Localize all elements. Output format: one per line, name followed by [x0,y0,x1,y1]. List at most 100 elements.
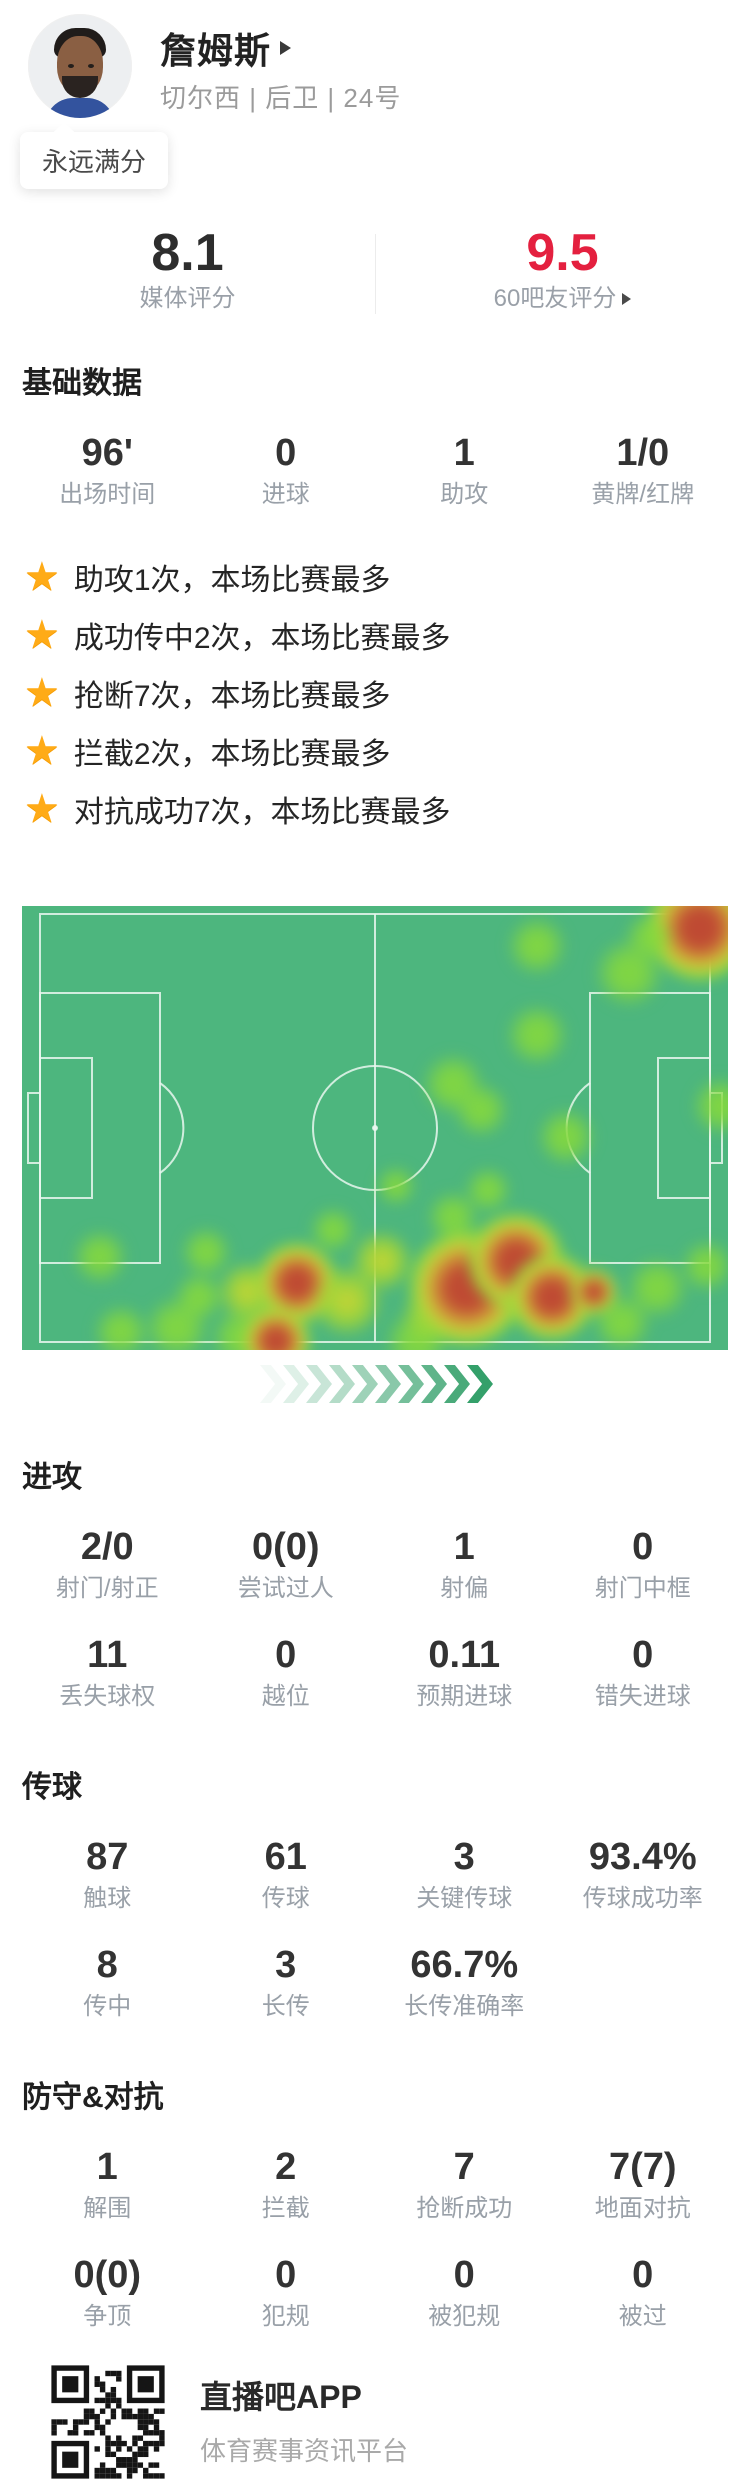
stat-cell: 0 越位 [197,1632,376,1714]
stat-cell: 0 被过 [554,2252,733,2334]
stat-value: 7 [453,2146,475,2188]
stat-value: 0(0) [73,2254,142,2296]
stat-label: 黄牌/红牌 [591,481,695,508]
stat-cell: 8 传中 [18,1942,197,2024]
stat-label: 关键传球 [416,1885,513,1912]
avatar-eye [68,64,74,68]
section-basic-title: 基础数据 [22,367,142,400]
heat-blob [691,1076,728,1135]
stat-value: 1/0 [616,432,670,474]
fans-rating-label: 60吧友评分 [375,282,750,316]
media-rating-value: 8.1 [151,224,224,282]
stat-label: 被犯规 [428,2303,501,2330]
stat-label: 传球成功率 [582,1885,703,1912]
highlight-item: ★ 拦截2次，本场比赛最多 [24,722,750,780]
section-defense: 防守&对抗 1 解围 2 拦截 7 抢断成功 7(7) 地面对抗 0(0) 争顶 0 犯规 0 被犯规 0… [0,2078,750,2334]
stat-cell: 7(7) 地面对抗 [554,2144,733,2226]
player-avatar [28,14,132,118]
stat-label: 射门/射正 [55,1575,159,1602]
heat-blob [626,1256,689,1319]
stat-value: 0 [632,1526,654,1568]
stat-label: 触球 [83,1885,132,1912]
stat-value: 0(0) [251,1526,320,1568]
stat-cell: 66.7% 长传准确率 [375,1942,554,2024]
stat-label: 射偏 [440,1575,489,1602]
highlight-text: 助攻1次，本场比赛最多 [73,564,391,597]
chevron-right-icon [260,1365,286,1403]
defense-stats-row1: 1 解围 2 拦截 7 抢断成功 7(7) 地面对抗 [0,2144,750,2226]
ratings-panel: 8.1 媒体评分 9.5 60吧友评分 [0,214,750,334]
heat-blob [309,1207,356,1254]
stat-value: 96' [81,432,133,474]
stat-cell: 1/0 黄牌/红牌 [554,430,733,512]
stat-label: 助攻 [440,481,489,508]
fans-rating[interactable]: 9.5 60吧友评分 [375,214,750,334]
stat-value: 0 [275,2254,297,2296]
section-basic: 基础数据 96' 出场时间 0 进球 1 助攻 1/0 黄牌/红牌 [0,364,750,512]
section-defense-title: 防守&对抗 [22,2081,164,2114]
stat-label: 错失进球 [594,1683,691,1710]
stat-cell: 1 解围 [18,2144,197,2226]
stat-value: 8 [96,1944,118,1986]
stat-cell: 11 丢失球权 [18,1632,197,1714]
fans-rating-value: 9.5 [526,224,599,282]
player-name: 詹姆斯 [160,30,272,71]
stat-value: 66.7% [410,1944,519,1986]
stat-cell: 0 射门中框 [554,1524,733,1606]
stat-value: 1 [453,432,475,474]
stat-label: 被过 [618,2303,667,2330]
stat-value: 1 [453,1526,475,1568]
chevron-right-icon [329,1365,355,1403]
stat-value: 3 [453,1836,475,1878]
stat-label: 传中 [83,1993,132,2020]
stat-value: 1 [96,2146,118,2188]
stat-label: 犯规 [261,2303,310,2330]
highlight-text: 拦截2次，本场比赛最多 [73,738,391,771]
avatar-beard [62,76,98,98]
avatar-eye [88,64,94,68]
highlight-text: 对抗成功7次，本场比赛最多 [73,796,451,829]
highlight-item: ★ 抢断7次，本场比赛最多 [24,664,750,722]
stat-label: 越位 [261,1683,310,1710]
fans-rating-label-text: 60吧友评分 [493,285,617,312]
stat-label: 传球 [261,1885,310,1912]
stat-cell: 2 拦截 [197,2144,376,2226]
heat-blob [180,1227,231,1278]
defense-stats-row2: 0(0) 争顶 0 犯规 0 被犯规 0 被过 [0,2252,750,2334]
stat-label: 地面对抗 [594,2195,691,2222]
star-icon: ★ [24,613,60,657]
stat-cell: 1 助攻 [375,430,554,512]
stat-label: 拦截 [261,2195,310,2222]
stat-label: 射门中框 [594,1575,691,1602]
stat-cell: 3 关键传球 [375,1834,554,1916]
stat-value: 0.11 [428,1634,501,1676]
media-rating-label: 媒体评分 [0,282,375,316]
stat-cell: 61 传球 [197,1834,376,1916]
highlight-item: ★ 助攻1次，本场比赛最多 [24,548,750,606]
star-icon: ★ [24,671,60,715]
stat-value: 0 [632,1634,654,1676]
chevron-right-icon [444,1365,470,1403]
stat-value: 61 [264,1836,307,1878]
chevron-right-icon [467,1365,493,1403]
player-meta: 切尔西 | 后卫 | 24号 [160,83,402,113]
chevron-right-icon [306,1365,332,1403]
footer-text-block: 直播吧APP 体育赛事资讯平台 [200,2377,408,2468]
chevron-right-icon [283,1365,309,1403]
stat-value: 3 [275,1944,297,1986]
heat-blob [173,1271,224,1322]
stat-label: 争顶 [83,2303,132,2330]
player-name-row[interactable]: 詹姆斯 [160,22,292,74]
highlight-text: 成功传中2次，本场比赛最多 [73,622,451,655]
stat-cell: 0(0) 尝试过人 [197,1524,376,1606]
stat-value: 93.4% [588,1836,697,1878]
chevron-right-icon [375,1365,401,1403]
heat-blob [464,1167,511,1214]
highlight-text: 抢断7次，本场比赛最多 [73,680,391,713]
stat-cell: 96' 出场时间 [18,430,197,512]
stat-label: 出场时间 [59,481,156,508]
name-arrow-icon [280,41,292,55]
heat-blob [72,1229,128,1285]
section-attack-title: 进攻 [22,1461,82,1494]
stat-cell: 0.11 预期进球 [375,1632,554,1714]
